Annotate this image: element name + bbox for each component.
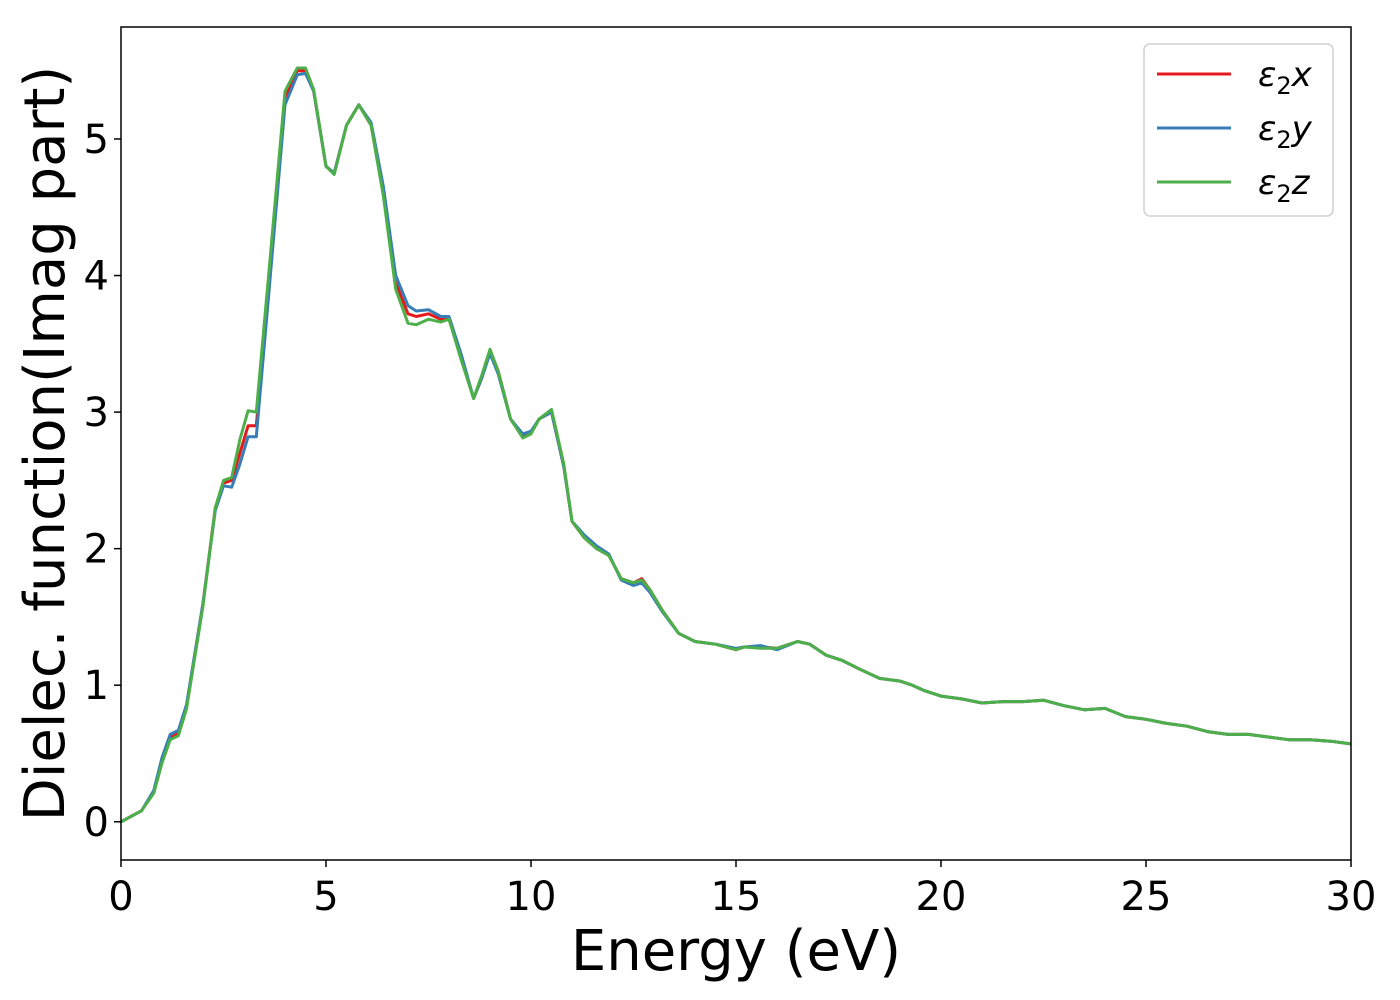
legend-label-x: ε2x <box>1258 55 1313 100</box>
x-tick-label: 0 <box>108 874 133 920</box>
y-tick-label: 1 <box>84 663 109 709</box>
y-tick-label: 2 <box>84 527 109 573</box>
x-tick-label: 30 <box>1326 874 1377 920</box>
y-tick-label: 0 <box>84 800 109 846</box>
axes: 0 5 10 15 20 25 30 0 1 2 3 4 5 <box>84 26 1377 920</box>
y-tick-label: 4 <box>84 254 109 300</box>
x-tick-label: 20 <box>916 874 967 920</box>
y-tick-label: 3 <box>84 390 109 436</box>
x-tick-label: 25 <box>1121 874 1172 920</box>
x-tick-label: 15 <box>711 874 762 920</box>
y-axis-title: Dielec. function(Imag part) <box>13 66 78 822</box>
y-tick-label: 5 <box>84 117 109 163</box>
legend: ε2x ε2y ε2z <box>1143 43 1334 217</box>
series-layer <box>121 66 1351 824</box>
x-axis-title: Energy (eV) <box>571 919 901 984</box>
x-tick-label: 10 <box>506 874 557 920</box>
series-line-z <box>121 66 1351 824</box>
legend-label-z: ε2z <box>1258 163 1311 208</box>
x-tick-label: 5 <box>313 874 338 920</box>
legend-label-y: ε2y <box>1258 109 1313 154</box>
legend-box <box>1143 43 1334 217</box>
